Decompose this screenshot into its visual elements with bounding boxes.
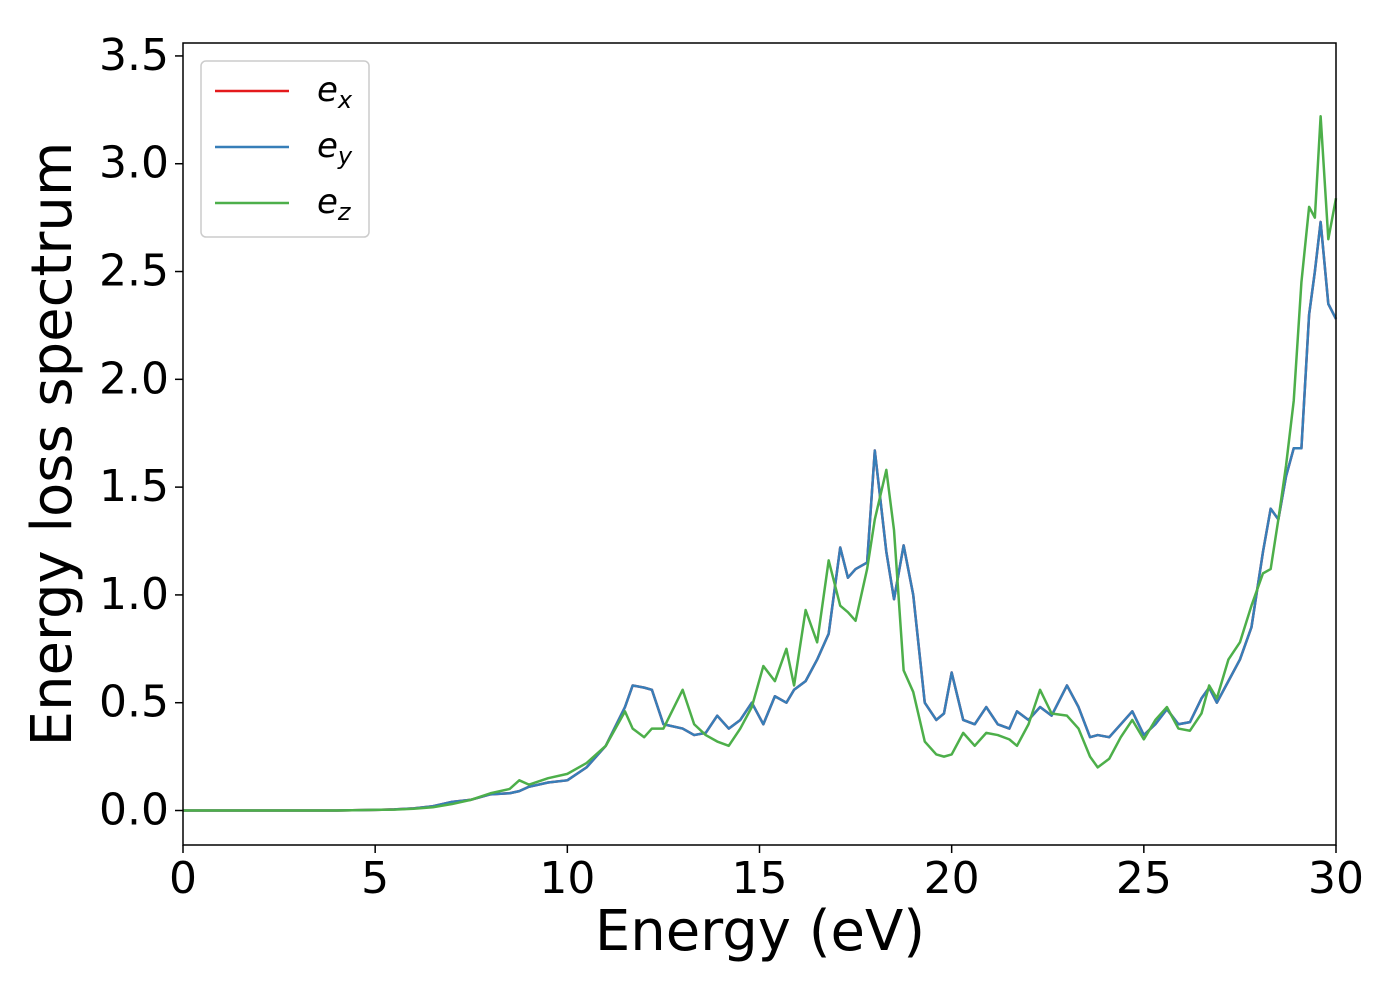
y-tick-label: 1.5 (99, 461, 169, 512)
legend-label: ey (317, 126, 353, 171)
x-tick-label: 10 (539, 853, 595, 904)
series-line (183, 220, 1338, 812)
y-tick-label: 2.5 (99, 246, 169, 297)
x-tick-label: 20 (924, 853, 980, 904)
x-tick-label: 0 (169, 853, 197, 904)
y-tick-label: 3.5 (99, 30, 169, 81)
plot-frame (182, 42, 1337, 846)
x-tick-label: 30 (1308, 853, 1364, 904)
y-tick-label: 0.0 (99, 785, 169, 836)
y-tick-label: 2.0 (99, 353, 169, 404)
y-tick-label: 0.5 (99, 677, 169, 728)
x-axis-label: Energy (eV) (595, 899, 925, 964)
y-axis-label: Energy loss spectrum (20, 142, 85, 747)
y-tick-label: 1.0 (99, 569, 169, 620)
y-tick-label: 3.0 (99, 138, 169, 189)
series-line (183, 115, 1338, 812)
legend: ex ey ez (200, 60, 370, 238)
legend-label: ex (317, 70, 353, 115)
x-tick-label: 15 (732, 853, 788, 904)
x-tick-label: 25 (1116, 853, 1172, 904)
legend-label: ez (317, 182, 352, 227)
series-line (183, 220, 1338, 812)
legend-box (200, 60, 370, 238)
x-tick-label: 5 (361, 853, 389, 904)
